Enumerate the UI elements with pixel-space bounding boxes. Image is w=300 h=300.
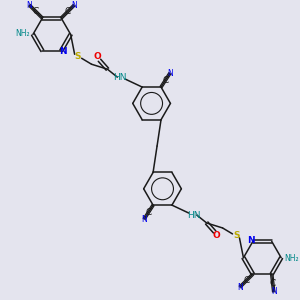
Text: C: C <box>243 276 250 285</box>
Text: N: N <box>71 1 77 10</box>
Text: N: N <box>59 47 67 56</box>
Text: O: O <box>213 231 220 240</box>
Text: N: N <box>141 214 147 224</box>
Text: HN: HN <box>187 211 200 220</box>
Text: N: N <box>27 1 32 10</box>
Text: S: S <box>233 231 240 240</box>
Text: C: C <box>33 7 39 16</box>
Text: C: C <box>270 278 276 287</box>
Text: N: N <box>167 69 173 78</box>
Text: N: N <box>247 236 255 245</box>
Text: HN: HN <box>114 73 127 82</box>
Text: O: O <box>94 52 101 61</box>
Text: NH₂: NH₂ <box>284 254 298 263</box>
Text: N: N <box>237 283 243 292</box>
Text: N: N <box>271 287 277 296</box>
Text: C: C <box>162 76 169 85</box>
Text: C: C <box>146 208 152 217</box>
Text: S: S <box>74 52 81 61</box>
Text: NH₂: NH₂ <box>16 29 30 38</box>
Text: C: C <box>64 7 71 16</box>
